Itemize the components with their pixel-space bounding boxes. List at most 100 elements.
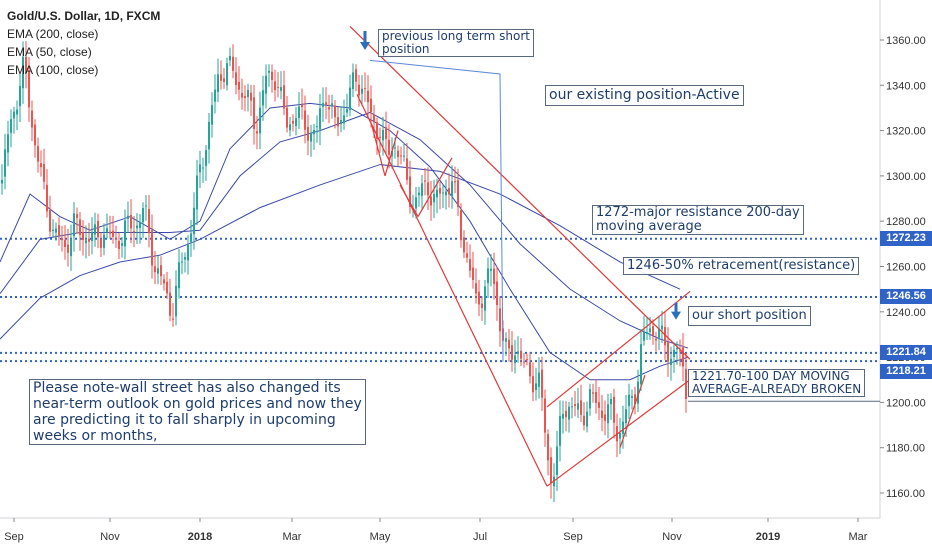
candle-body — [124, 220, 126, 247]
candle-body — [649, 328, 651, 333]
chart-title: Gold/U.S. Dollar, 1D, FXCM — [7, 9, 161, 23]
candle-body — [490, 268, 492, 271]
candle-body — [67, 244, 69, 253]
annotation-our-short: our short position — [688, 306, 811, 326]
candle-body — [613, 396, 615, 423]
candle-body — [445, 191, 447, 196]
candle-body — [304, 110, 306, 130]
candle-body — [25, 56, 27, 74]
candle-body — [37, 146, 39, 162]
candle-body — [127, 215, 129, 219]
candle-body — [58, 225, 60, 236]
candle-body — [577, 403, 579, 410]
y-tick-label: 1200.00 — [886, 397, 926, 409]
candle-body — [475, 283, 477, 294]
candle-body — [238, 81, 240, 90]
candle-body — [664, 326, 666, 346]
legend-ema50: EMA (50, close) — [7, 45, 92, 59]
y-tick-label: 1260.00 — [886, 262, 926, 274]
candle-body — [580, 400, 582, 415]
candle-body — [643, 331, 645, 341]
candle-body — [28, 70, 30, 108]
candle-body — [157, 268, 159, 274]
x-tick-label: Jul — [473, 531, 487, 543]
candle-body — [547, 434, 549, 461]
candle-body — [349, 87, 351, 110]
candle-body — [181, 261, 183, 263]
candle-body — [265, 75, 267, 94]
candle-body — [106, 228, 108, 233]
candle-body — [61, 238, 63, 241]
candle-body — [226, 63, 228, 86]
candle-body — [31, 110, 33, 128]
candle-body — [196, 175, 198, 210]
ema-100-line — [0, 111, 689, 349]
candle-body — [658, 328, 660, 338]
candle-body — [232, 56, 234, 71]
candle-body — [100, 239, 102, 248]
annotation-1246-retracement: 1246-50% retracement(resistance) — [623, 257, 860, 275]
ema-50-line — [0, 102, 689, 381]
wedge-line — [371, 125, 386, 177]
y-tick-label: 1160.00 — [886, 488, 925, 500]
candle-body — [235, 72, 237, 86]
candle-body — [424, 180, 426, 182]
candle-body — [607, 404, 609, 424]
candle-body — [355, 69, 357, 82]
candle-body — [595, 391, 597, 403]
candle-body — [151, 230, 153, 266]
candle-body — [337, 117, 339, 127]
candle-body — [10, 119, 12, 133]
candle-body — [154, 266, 156, 273]
previous-short-arrow-head — [360, 42, 370, 51]
candle-body — [619, 433, 621, 439]
candle-body — [679, 350, 681, 352]
candle-body — [202, 167, 204, 169]
price-tag-1272: 1272.23 — [880, 231, 932, 246]
candle-body — [358, 84, 360, 96]
wedge-line — [417, 157, 453, 217]
candle-body — [178, 262, 180, 289]
candle-body — [352, 72, 354, 90]
candle-body — [52, 229, 54, 231]
candle-body — [484, 286, 486, 311]
candle-body — [442, 192, 444, 194]
candle-body — [139, 222, 141, 228]
candle-body — [418, 192, 420, 196]
candle-body — [274, 81, 276, 91]
candle-body — [109, 231, 111, 234]
wedge-line — [399, 184, 419, 217]
candle-body — [520, 350, 522, 359]
candle-body — [457, 180, 459, 207]
candle-body — [433, 194, 435, 203]
candle-body — [4, 149, 6, 177]
candle-body — [517, 351, 519, 354]
y-tick-label: 1240.00 — [886, 307, 926, 319]
candle-body — [325, 102, 327, 105]
candle-body — [118, 240, 120, 250]
candle-body — [70, 239, 72, 257]
candle-body — [640, 344, 642, 385]
annotation-previous-short: previous long term short position — [378, 29, 534, 57]
candle-body — [478, 291, 480, 305]
candle-body — [364, 87, 366, 89]
y-tick-label: 1340.00 — [886, 80, 926, 92]
candle-body — [229, 55, 231, 61]
price-tag-1218: 1218.21 — [880, 364, 932, 379]
candle-body — [487, 268, 489, 284]
candle-body — [16, 109, 18, 115]
candle-body — [439, 188, 441, 194]
candle-body — [94, 224, 96, 235]
candle-body — [463, 237, 465, 253]
candle-body — [598, 402, 600, 408]
candle-body — [397, 150, 399, 158]
candle-body — [592, 392, 594, 394]
candle-body — [46, 184, 48, 212]
candle-body — [280, 87, 282, 91]
candle-body — [241, 92, 243, 98]
candle-body — [97, 220, 99, 238]
candle-body — [406, 158, 408, 180]
x-tick-label: Sep — [563, 531, 583, 543]
candle-body — [40, 163, 42, 168]
